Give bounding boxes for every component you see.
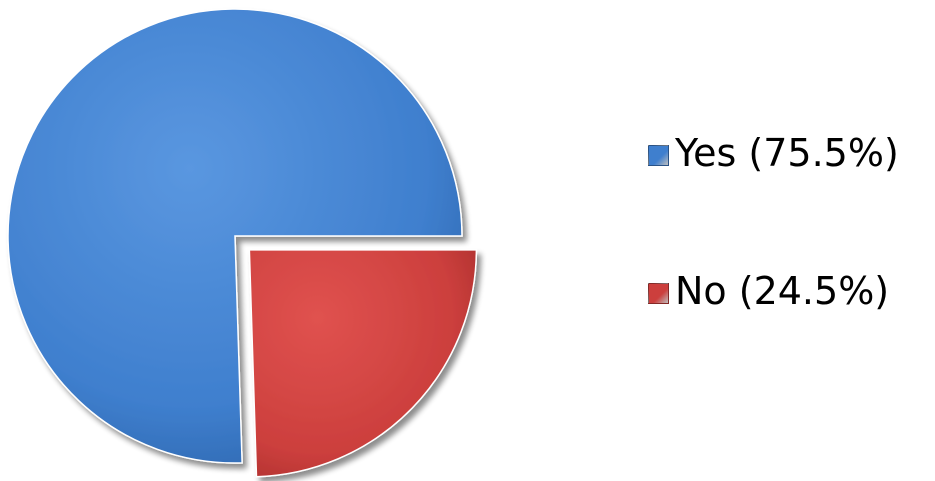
legend-item-no: No (24.5%)	[648, 261, 928, 321]
legend-swatch-no	[648, 282, 669, 304]
legend-item-yes: Yes (75.5%)	[648, 123, 928, 183]
pie-slice-no	[248, 249, 478, 478]
legend-swatch-yes	[648, 144, 669, 166]
legend-label-yes: Yes (75.5%)	[675, 131, 899, 175]
pie-slice-yes	[7, 8, 463, 464]
legend-label-no: No (24.5%)	[675, 269, 890, 313]
legend: Yes (75.5%) No (24.5%)	[648, 123, 928, 399]
